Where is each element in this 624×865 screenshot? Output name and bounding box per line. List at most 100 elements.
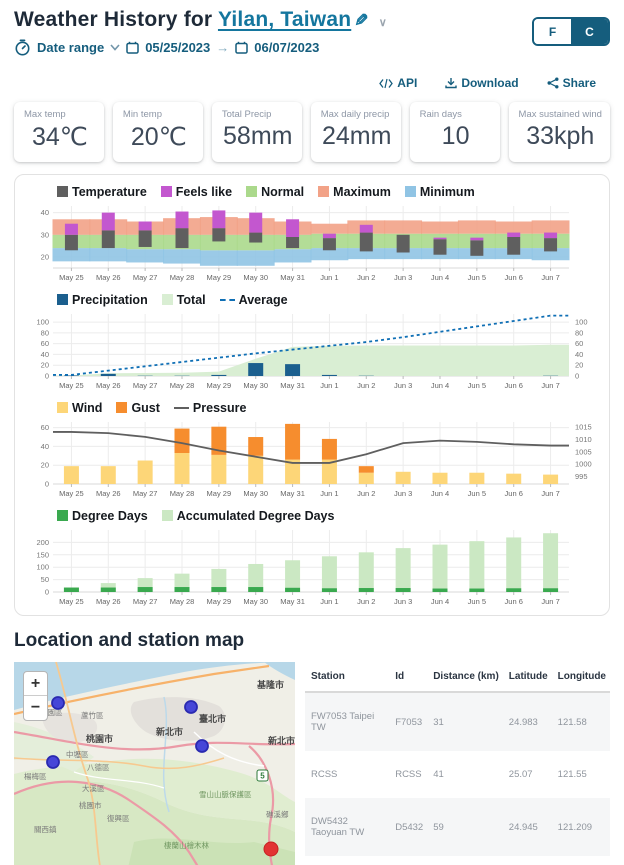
table-cell: 24.983 bbox=[508, 716, 538, 728]
stat-card-max-daily-precip: Max daily precip 24mm bbox=[310, 102, 401, 162]
unit-c-button[interactable]: C bbox=[571, 19, 608, 44]
legend-swatch bbox=[161, 510, 173, 521]
x-axis-label: May 27 bbox=[133, 597, 158, 606]
y-axis-right-label: 1015 bbox=[575, 422, 592, 431]
y-axis-right-label: 995 bbox=[575, 472, 588, 481]
y-axis-label: 60 bbox=[41, 423, 49, 432]
legend-swatch bbox=[57, 186, 68, 197]
chart-temperature-plot[interactable]: 20 30 40 May 25 May 26 May 27 May 28 May 29 May … bbox=[23, 200, 601, 284]
chart-wind-plot[interactable]: 0 20 40 60 995 1000 1005 1010 1015 May 25 May 26 Ma… bbox=[23, 416, 601, 500]
stat-label: Max sustained wind bbox=[518, 109, 602, 120]
x-axis-label: Jun 7 bbox=[541, 381, 559, 390]
location-marker[interactable] bbox=[263, 841, 279, 857]
x-axis-label: May 30 bbox=[243, 273, 268, 282]
calendar-start-icon bbox=[126, 41, 139, 54]
x-axis-label: Jun 7 bbox=[541, 597, 559, 606]
legend-item[interactable]: Average bbox=[219, 293, 288, 307]
edit-pencil-icon[interactable]: ✎ bbox=[354, 11, 369, 30]
api-button[interactable]: API bbox=[379, 76, 417, 90]
x-axis-label: Jun 5 bbox=[468, 273, 486, 282]
y-axis-label: 0 bbox=[45, 480, 49, 489]
stat-card-max-sustained-wind: Max sustained wind 33kph bbox=[508, 102, 610, 162]
location-chevron-down-icon[interactable]: ∨ bbox=[378, 17, 388, 29]
y-axis-right-label: 1005 bbox=[575, 447, 592, 456]
x-axis-label: May 26 bbox=[96, 489, 121, 498]
download-icon bbox=[445, 78, 458, 89]
column-header: Latitude bbox=[502, 662, 552, 693]
legend-swatch bbox=[116, 402, 128, 413]
unit-f-button[interactable]: F bbox=[534, 19, 571, 44]
stat-value: 34℃ bbox=[32, 123, 88, 151]
legend-label: Wind bbox=[72, 400, 103, 415]
x-axis-label: Jun 3 bbox=[394, 597, 412, 606]
map-label: 棲蘭山檜木林 bbox=[164, 840, 209, 850]
legend-item[interactable]: Degree Days bbox=[57, 509, 148, 523]
x-axis-label: Jun 7 bbox=[541, 489, 559, 498]
legend-item[interactable]: Accumulated Degree Days bbox=[161, 508, 335, 523]
date-range-chevron-icon[interactable] bbox=[110, 44, 120, 51]
x-axis-label: Jun 1 bbox=[320, 273, 338, 282]
legend-item[interactable]: Wind bbox=[57, 401, 102, 415]
y-axis-label: 20 bbox=[41, 361, 49, 370]
legend-label: Maximum bbox=[333, 184, 391, 199]
x-axis-label: Jun 4 bbox=[431, 597, 449, 606]
legend-label: Accumulated Degree Days bbox=[176, 508, 335, 523]
stat-label: Rain days bbox=[419, 109, 462, 120]
station-marker[interactable] bbox=[184, 700, 198, 714]
legend-swatch bbox=[57, 402, 68, 413]
x-axis-label: May 29 bbox=[207, 489, 232, 498]
location-link[interactable]: Yilan, Taiwan bbox=[217, 8, 352, 31]
x-axis-label: Jun 3 bbox=[394, 381, 412, 390]
date-range-label[interactable]: Date range bbox=[37, 40, 105, 55]
highway-5-shield: 5 bbox=[256, 769, 269, 782]
legend-item[interactable]: Normal bbox=[246, 185, 304, 199]
date-end[interactable]: 06/07/2023 bbox=[254, 40, 320, 55]
legend-item[interactable]: Maximum bbox=[318, 185, 391, 199]
page-title: Weather History for Yilan, Taiwan ✎ ∨ bbox=[14, 8, 610, 32]
share-button[interactable]: Share bbox=[547, 76, 596, 90]
legend-item[interactable]: Total bbox=[161, 293, 206, 307]
code-icon bbox=[379, 78, 394, 88]
chart-degreedays-legend: Degree Days Accumulated Degree Days bbox=[57, 507, 601, 524]
station-marker[interactable] bbox=[46, 755, 60, 769]
download-button[interactable]: Download bbox=[445, 76, 519, 90]
legend-swatch bbox=[160, 186, 172, 197]
table-cell: 121.55 bbox=[557, 769, 587, 780]
stat-cards-row: Max temp 34℃ Min temp 20℃ Total Precip 58mm Ma… bbox=[14, 102, 610, 162]
legend-item[interactable]: Minimum bbox=[404, 185, 475, 199]
map-and-table: + − bbox=[14, 662, 610, 865]
y-axis-label: 30 bbox=[41, 230, 49, 239]
map-zoom-out-button[interactable]: − bbox=[30, 699, 41, 716]
x-axis-label: May 25 bbox=[59, 597, 84, 606]
table-row: RCSS RCSS 41 25.07 121.55 bbox=[305, 751, 610, 798]
table-cell: RCSS bbox=[395, 769, 422, 780]
chart-temperature-legend: Temperature Feels like Normal Maximum Minimu… bbox=[57, 183, 601, 200]
table-row: DW5432 Taoyuan TW D5432 59 24.945 121.209 bbox=[305, 798, 610, 856]
y-axis-label: 150 bbox=[36, 550, 49, 559]
x-axis-label: May 31 bbox=[280, 597, 305, 606]
map-zoom-in-button[interactable]: + bbox=[24, 672, 47, 696]
date-start[interactable]: 05/25/2023 bbox=[145, 40, 211, 55]
calendar-end-icon bbox=[235, 41, 249, 54]
x-axis-label: Jun 6 bbox=[505, 273, 523, 282]
column-header: Distance (km) bbox=[427, 662, 503, 693]
legend-item[interactable]: Precipitation bbox=[57, 293, 148, 307]
table-cell: 121.58 bbox=[557, 716, 587, 728]
station-marker[interactable] bbox=[195, 739, 209, 753]
section-map-title: Location and station map bbox=[14, 630, 245, 651]
charts-panel: Temperature Feels like Normal Maximum Minimu… bbox=[14, 174, 610, 616]
chart-degreedays-plot[interactable]: 0 50 100 150 200 May 25 May 26 May 27 May 28 May … bbox=[23, 524, 601, 608]
station-map[interactable]: + − bbox=[14, 662, 295, 865]
map-label: 關西鎮 bbox=[34, 824, 57, 834]
station-marker[interactable] bbox=[51, 696, 65, 710]
legend-item[interactable]: Gust bbox=[116, 401, 160, 415]
chart-precipitation: Precipitation Total Average 0 20 40 60 80 100 0 20… bbox=[23, 291, 601, 397]
x-axis-label: May 29 bbox=[207, 381, 232, 390]
chart-wind-legend: Wind Gust Pressure bbox=[57, 399, 601, 416]
x-axis-label: Jun 1 bbox=[320, 489, 338, 498]
legend-item[interactable]: Pressure bbox=[173, 401, 246, 415]
legend-item[interactable]: Temperature bbox=[57, 185, 147, 199]
legend-item[interactable]: Feels like bbox=[160, 185, 232, 199]
